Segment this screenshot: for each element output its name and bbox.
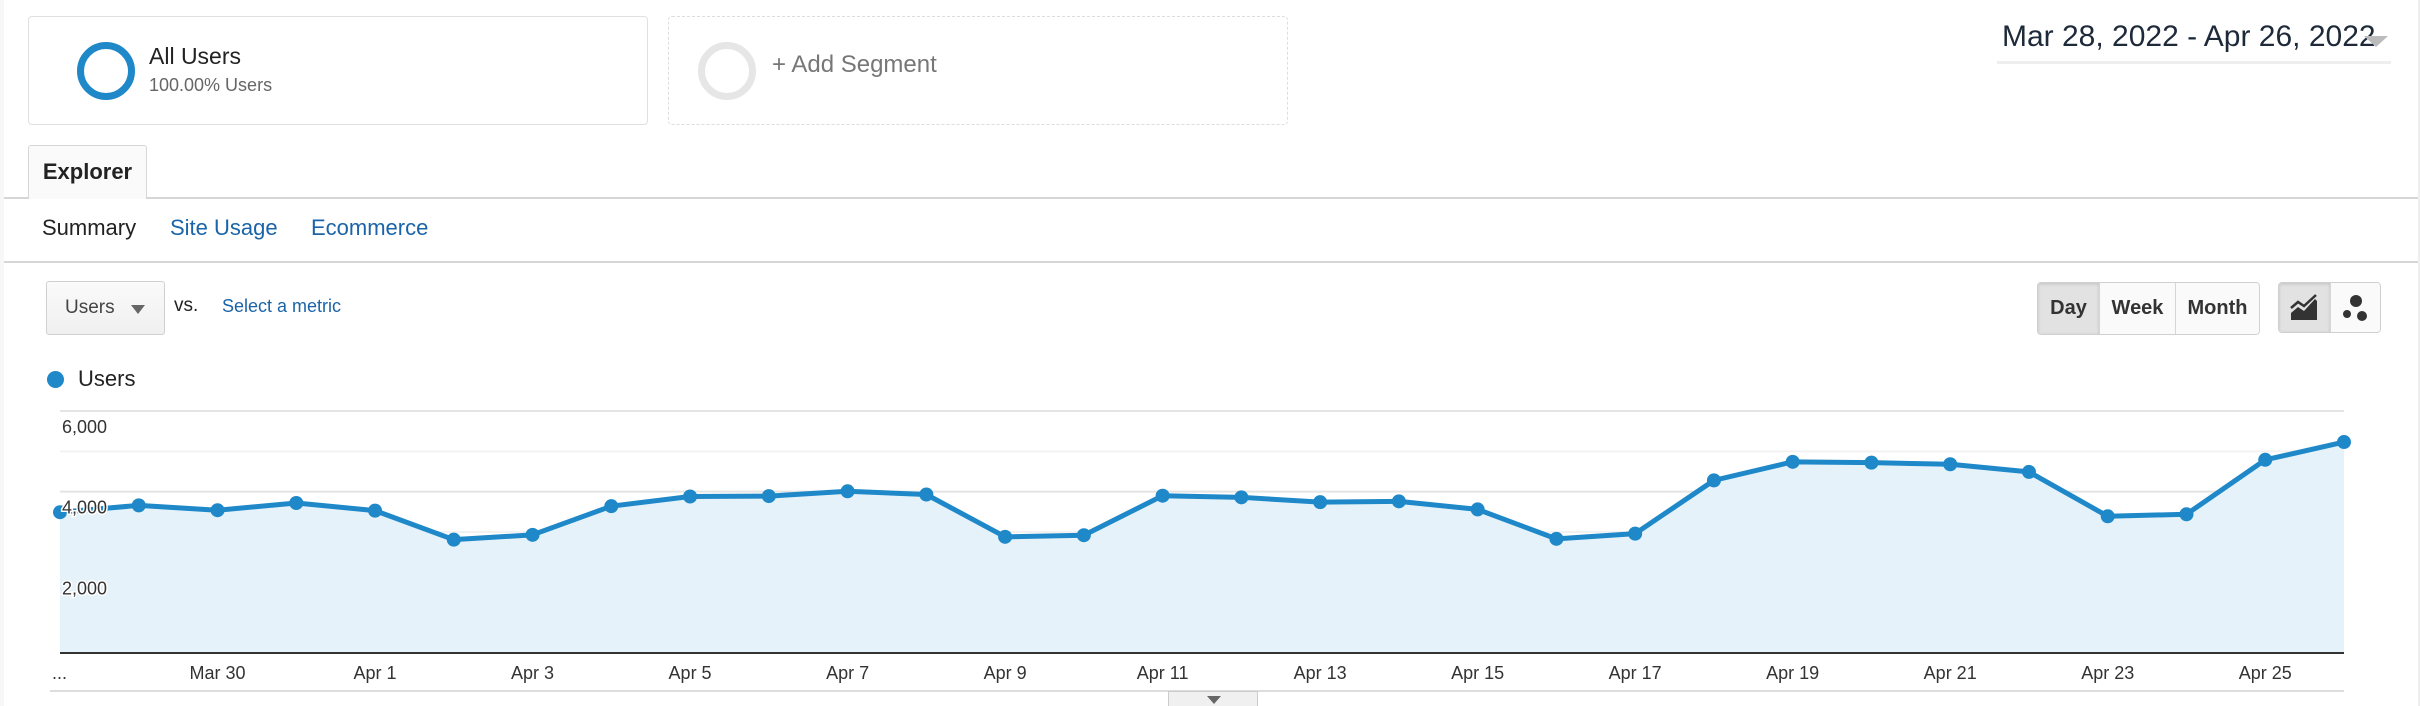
granularity-group: Day Week Month [2037, 282, 2260, 335]
data-point [998, 529, 1013, 544]
data-point [761, 489, 776, 504]
data-point [2179, 507, 2194, 522]
series-line-users [59, 439, 2345, 543]
x-tick-label: ... [52, 663, 67, 683]
data-point [53, 505, 67, 520]
metric-dropdown[interactable]: Users [46, 281, 165, 335]
data-point [2258, 452, 2273, 467]
x-tick-label: Apr 9 [984, 663, 1027, 683]
date-range-picker[interactable]: Mar 28, 2022 - Apr 26, 2022 [2002, 20, 2376, 53]
x-tick-label: Apr 15 [1451, 663, 1504, 683]
data-point [1785, 454, 1800, 469]
right-border [2418, 0, 2420, 706]
motion-chart-icon [2343, 294, 2368, 321]
line-chart-button[interactable] [2279, 283, 2331, 332]
caret-down-icon [1207, 696, 1221, 704]
add-segment-label: + Add Segment [772, 51, 937, 78]
x-tick-label: Apr 21 [1924, 663, 1977, 683]
metric-dropdown-value: Users [65, 297, 115, 318]
data-point [683, 489, 698, 504]
divider [4, 197, 2418, 199]
divider [4, 261, 2418, 263]
data-point [1549, 531, 1564, 546]
data-point [1076, 528, 1091, 543]
data-point [840, 484, 855, 499]
week-button[interactable]: Week [2100, 283, 2176, 334]
subtab-summary[interactable]: Summary [42, 215, 137, 240]
segment-all-users[interactable]: All Users 100.00% Users [28, 16, 648, 125]
data-point [446, 532, 461, 547]
date-underline [1997, 61, 2391, 64]
tab-explorer[interactable]: Explorer [28, 145, 147, 199]
data-point [1234, 490, 1249, 505]
data-point [919, 487, 934, 502]
data-point [1391, 494, 1406, 509]
x-tick-label: Apr 3 [511, 663, 554, 683]
motion-chart-button[interactable] [2330, 283, 2380, 332]
data-point [1706, 473, 1721, 488]
data-point [1864, 455, 1879, 470]
x-tick-label: Apr 7 [826, 663, 869, 683]
data-point [2100, 509, 2115, 524]
x-tick-label: Mar 30 [190, 663, 246, 683]
x-tick-label: Apr 1 [354, 663, 397, 683]
x-tick-label: Apr 11 [1137, 663, 1189, 683]
data-point [525, 527, 540, 542]
left-border [0, 0, 4, 706]
data-point [2337, 435, 2351, 450]
y-tick-label: 6,000 [62, 417, 107, 437]
data-point [1943, 457, 1958, 472]
data-point [289, 495, 304, 510]
y-tick-label: 4,000 [62, 498, 107, 518]
data-point [1155, 488, 1170, 503]
segment-subtitle: 100.00% Users [149, 75, 273, 95]
month-button[interactable]: Month [2176, 283, 2259, 334]
line-chart-icon [2290, 293, 2318, 320]
empty-segment-ring-icon [698, 42, 756, 100]
data-point [1313, 495, 1328, 510]
x-tick-label: Apr 17 [1609, 663, 1662, 683]
data-point [210, 503, 225, 518]
vs-label: vs. [174, 295, 199, 316]
subtab-ecommerce[interactable]: Ecommerce [311, 215, 429, 240]
data-point [131, 498, 146, 513]
x-tick-label: Apr 5 [669, 663, 712, 683]
day-button[interactable]: Day [2038, 283, 2100, 334]
segment-ring-icon [77, 42, 135, 100]
chart-type-group [2278, 282, 2381, 333]
users-chart[interactable]: 6,000 4,000 2,000... Mar 30 Apr 1 Apr 3 Apr 5 A… [0, 400, 2420, 690]
subtab-site-usage[interactable]: Site Usage [170, 215, 278, 240]
data-point [368, 503, 383, 518]
x-tick-label: Apr 23 [2081, 663, 2134, 683]
x-tick-label: Apr 25 [2239, 663, 2292, 683]
legend-users-dot [47, 371, 64, 388]
data-point [2021, 464, 2036, 479]
select-metric-link[interactable]: Select a metric [222, 296, 342, 316]
x-tick-label: Apr 19 [1766, 663, 1819, 683]
data-point [1628, 526, 1643, 541]
x-tick-label: Apr 13 [1294, 663, 1347, 683]
add-segment-button[interactable]: + Add Segment [668, 16, 1288, 125]
chevron-down-icon[interactable] [2364, 36, 2388, 47]
expand-chart-toggle[interactable] [1168, 691, 1258, 706]
caret-down-icon [131, 305, 145, 314]
data-point [1470, 502, 1485, 517]
legend-users-label: Users [78, 366, 136, 391]
segment-title: All Users [149, 43, 242, 69]
area-fill [60, 442, 2344, 653]
data-point [604, 499, 619, 514]
y-tick-label: 2,000 [62, 578, 107, 598]
